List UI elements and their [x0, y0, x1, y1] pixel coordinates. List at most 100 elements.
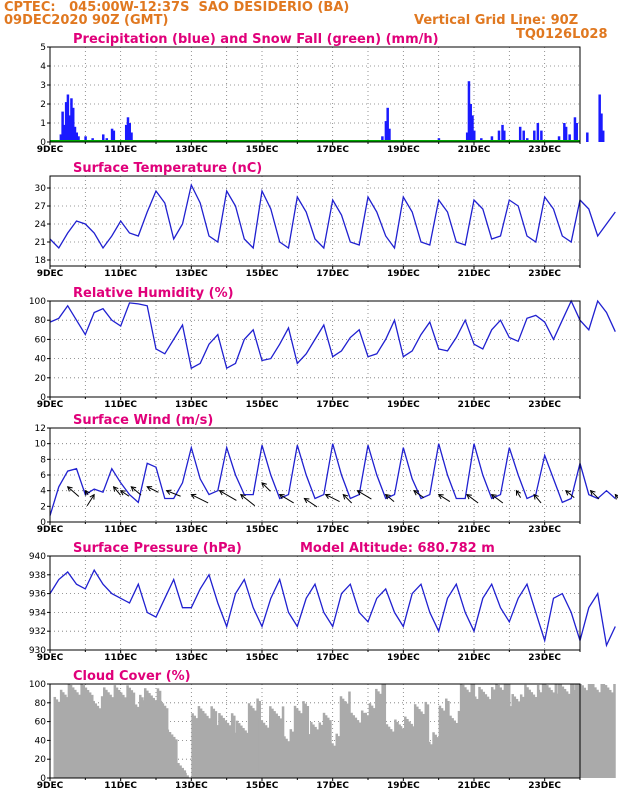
precip-bar — [533, 130, 536, 142]
cloud-bar — [346, 703, 349, 778]
wind-arrow — [357, 490, 372, 500]
y-tick-label: 2 — [40, 100, 46, 110]
cloud-bar — [117, 689, 121, 778]
cloud-bar — [453, 720, 457, 778]
precip-bar — [557, 136, 561, 142]
cloud-bar — [105, 689, 108, 778]
panel-frame — [49, 300, 581, 398]
cloud-bar — [86, 689, 90, 778]
precip-bar — [522, 130, 525, 142]
precip-bar — [501, 124, 504, 142]
cloud-bar — [455, 722, 459, 778]
precip-bar — [518, 126, 522, 142]
x-tick-label: 13DEC — [175, 653, 208, 663]
precip-bar — [75, 132, 78, 142]
precip-bar — [128, 123, 131, 142]
wind-arrow-head — [239, 493, 246, 500]
cloud-bar — [168, 732, 172, 778]
wind-arrow — [565, 490, 575, 499]
cloud-bar — [515, 698, 519, 778]
wind-arrow — [261, 482, 271, 492]
precip-bar — [503, 130, 506, 142]
cloud-bar — [368, 703, 372, 778]
cloud-bar — [352, 715, 355, 778]
cloud-bar — [581, 685, 584, 778]
cloud-bar — [88, 692, 92, 778]
precip-bar — [575, 123, 578, 142]
precip-bar — [473, 130, 476, 142]
wind-arrow — [533, 494, 542, 504]
cloud-bar — [226, 722, 230, 778]
cloud-bar — [341, 698, 345, 778]
cloud-bar — [214, 711, 218, 778]
cloud-bar — [306, 706, 310, 778]
wind-arrow-head — [384, 493, 391, 500]
cloud-bar — [69, 684, 73, 778]
wind-arrow — [614, 494, 618, 499]
cloud-bar — [100, 696, 104, 778]
wind-arrow-head — [342, 493, 349, 500]
y-tick-label: 40 — [35, 355, 47, 365]
y-tick-label: 12 — [35, 424, 46, 434]
cloud-bar — [324, 715, 328, 778]
cloud-bar — [191, 713, 194, 778]
cloud-bar — [134, 704, 138, 778]
precip-bar — [77, 136, 80, 142]
cloud-bar — [430, 744, 433, 778]
cloud-bar — [442, 710, 446, 778]
cloud-bar — [150, 695, 153, 778]
cloud-bar — [312, 724, 315, 778]
x-tick-label: 21DEC — [458, 145, 491, 155]
cloud-bar — [350, 712, 353, 778]
panel-precip: 0 1 2 3 4 5 9DEC 11DEC 13DEC 15DEC 17DEC 19DEC 21DEC… — [37, 32, 605, 155]
cloud-bar — [604, 685, 608, 778]
y-tick-label: 5 — [40, 43, 46, 53]
cloud-bar — [193, 715, 196, 778]
panel-cloud: 0 20 40 60 80 100 9DEC 11DEC 13DEC 15DEC 17DEC 19DE… — [29, 669, 616, 791]
cloud-bar — [585, 690, 589, 778]
cloud-bar — [507, 684, 511, 778]
cloud-bar — [356, 720, 360, 778]
wind-arrow-head — [533, 493, 539, 500]
precip-bar — [124, 124, 128, 142]
cloud-bar — [474, 696, 477, 778]
wind-arrow-head — [66, 486, 73, 492]
cloud-bar — [600, 684, 604, 778]
cloud-bar — [186, 775, 189, 778]
cloud-bar — [587, 684, 591, 778]
cloud-bar — [222, 717, 225, 778]
x-tick-label: 19DEC — [387, 400, 420, 410]
cloud-bar — [398, 724, 401, 778]
panel-frame — [49, 427, 581, 523]
cloud-bar — [555, 693, 558, 778]
x-tick-label: 9DEC — [37, 525, 64, 535]
cloud-bar — [399, 726, 403, 778]
cloud-bar — [468, 692, 471, 778]
x-tick-label: 9DEC — [37, 781, 64, 791]
precip-bar — [70, 98, 73, 142]
cloud-bar — [240, 725, 243, 778]
cloud-bar — [237, 723, 241, 778]
cloud-bar — [432, 732, 435, 778]
precip-bar — [386, 107, 389, 142]
wind-arrow — [130, 486, 142, 496]
x-tick-label: 15DEC — [246, 781, 279, 791]
cloud-bar — [67, 684, 71, 778]
wind-arrow — [438, 494, 451, 503]
x-tick-label: 23DEC — [528, 145, 561, 155]
y-tick-label: 938 — [29, 571, 46, 581]
panel-title: Surface Pressure (hPa) — [73, 541, 242, 556]
x-tick-label: 23DEC — [528, 653, 561, 663]
cloud-bar — [322, 712, 326, 778]
cloud-bar — [589, 684, 593, 778]
y-tick-label: 3 — [40, 81, 46, 91]
cloud-bar — [92, 700, 95, 778]
wind-arrow-head — [165, 489, 172, 495]
y-tick-label: 20 — [35, 374, 47, 384]
x-tick-label: 21DEC — [458, 653, 491, 663]
y-tick-label: 60 — [35, 335, 47, 345]
cloud-bar — [396, 721, 399, 778]
y-tick-label: 30 — [35, 184, 47, 194]
cloud-bar — [565, 691, 569, 778]
cloud-bar — [606, 687, 610, 778]
